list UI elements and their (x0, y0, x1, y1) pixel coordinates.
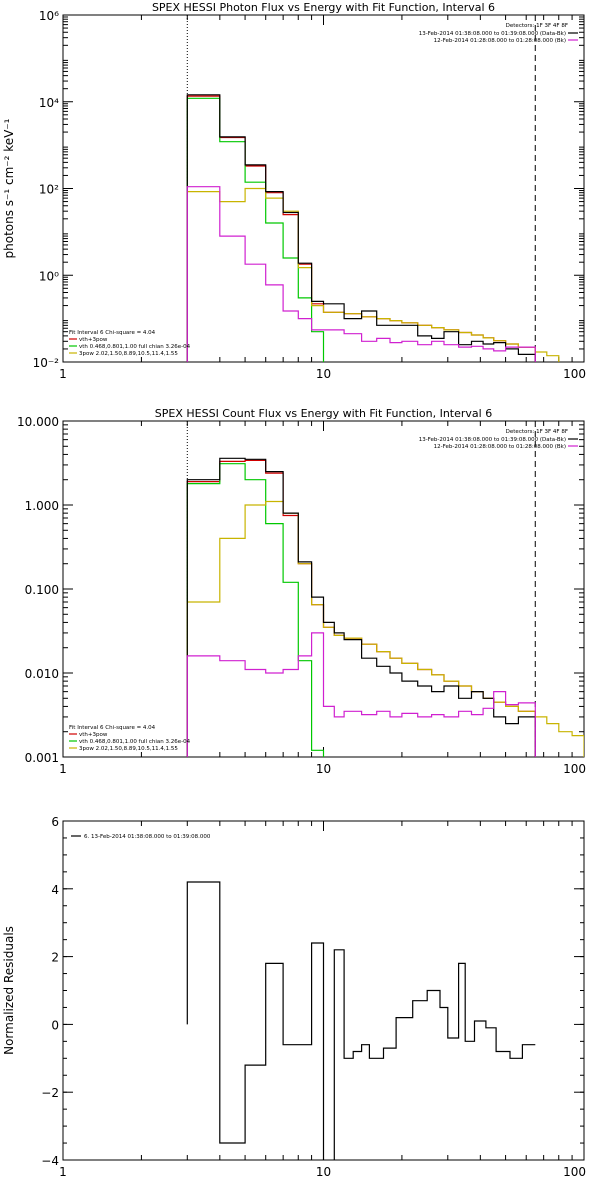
fit-legend-entry: 3pow 2.02,1.50,8.89,10.5,11.4,1.55 (79, 746, 178, 752)
y-tick-label: 10⁻² (33, 356, 60, 370)
series-data-bk (186, 457, 536, 757)
fit-legend-entry: vth 0.468,0.801,1.00 full chian 3.26e-04 (79, 739, 191, 745)
series-residuals (186, 881, 536, 1160)
y-tick-label: −2 (41, 1086, 59, 1100)
y-tick-label: 10⁶ (39, 9, 59, 23)
detectors-label: Detectors: 1F 3F 4F 8F (506, 23, 568, 29)
x-tick-label: 1 (59, 367, 67, 381)
chart-photon: SPEX HESSI Photon Flux vs Energy with Fi… (2, 1, 586, 381)
series-3pow (186, 187, 560, 362)
y-tick-label: 0.010 (25, 667, 59, 681)
chart-title: SPEX HESSI Photon Flux vs Energy with Fi… (152, 1, 495, 14)
y-tick-label: 4 (51, 883, 59, 897)
residual-legend-entry: 6. 13-Feb-2014 01:38:08.000 to 01:39:08.… (84, 834, 211, 840)
plot-area (186, 457, 584, 757)
y-tick-label: 2 (51, 951, 59, 965)
y-tick-label: 10.000 (17, 415, 59, 429)
time-legend-entry: 12-Feb-2014 01:28:08.000 to 01:28:08.000… (434, 38, 566, 44)
x-tick-label: 1 (59, 762, 67, 776)
y-axis-label: Normalized Residuals (2, 926, 16, 1055)
series-data-bk (186, 94, 536, 362)
fit-header: Fit Interval 6 Chi-square = 4.04 (69, 725, 156, 731)
fit-legend-entry: vth+3pow (79, 732, 108, 738)
x-tick-label: 10 (316, 1165, 331, 1179)
y-tick-label: 1.000 (25, 499, 59, 513)
x-tick-label: 1 (59, 1165, 67, 1179)
y-tick-label: 0.100 (25, 583, 59, 597)
plot-area (186, 94, 560, 362)
series-vth (186, 463, 325, 757)
y-tick-label: 0.001 (25, 751, 59, 765)
fit-header: Fit Interval 6 Chi-square = 4.04 (69, 330, 156, 336)
y-tick-label: 10² (39, 183, 59, 197)
detectors-label: Detectors: 1F 3F 4F 8F (506, 429, 568, 435)
time-legend-entry: 13-Feb-2014 01:38:08.000 to 01:39:08.000… (419, 437, 566, 443)
x-tick-label: 10 (316, 762, 331, 776)
y-tick-label: 10⁴ (39, 96, 59, 110)
x-tick-label: 10 (316, 367, 331, 381)
series-bk (186, 186, 536, 362)
chart-title: SPEX HESSI Count Flux vs Energy with Fit… (155, 407, 492, 420)
series-vth (186, 97, 325, 362)
y-tick-label: 10⁰ (39, 269, 59, 283)
chart-count: SPEX HESSI Count Flux vs Energy with Fit… (17, 407, 586, 776)
x-tick-label: 100 (563, 1165, 586, 1179)
series-vth-3pow (186, 95, 536, 362)
fit-legend-entry: vth 0.468,0.801,1.00 full chian 3.26e-04 (79, 344, 191, 350)
chart-residuals: 1 10 100 −4 −2 0 2 4 6 Normalized Residuals 6. 13-… (2, 815, 586, 1179)
time-legend-entry: 12-Feb-2014 01:28:08.000 to 01:28:08.000… (434, 444, 566, 450)
x-tick-label: 100 (563, 367, 586, 381)
fit-legend-entry: 3pow 2.02,1.50,8.89,10.5,11.4,1.55 (79, 351, 178, 357)
y-axis-label: photons s⁻¹ cm⁻² keV⁻¹ (2, 118, 16, 258)
plot-area (186, 881, 536, 1160)
y-tick-label: 0 (51, 1018, 59, 1032)
y-tick-label: −4 (41, 1154, 59, 1168)
y-tick-label: 6 (51, 815, 59, 829)
time-legend-entry: 13-Feb-2014 01:38:08.000 to 01:39:08.000… (419, 31, 566, 37)
series-bk (186, 632, 536, 757)
fit-legend-entry: vth+3pow (79, 337, 108, 343)
x-tick-label: 100 (563, 762, 586, 776)
series-3pow (186, 500, 584, 757)
